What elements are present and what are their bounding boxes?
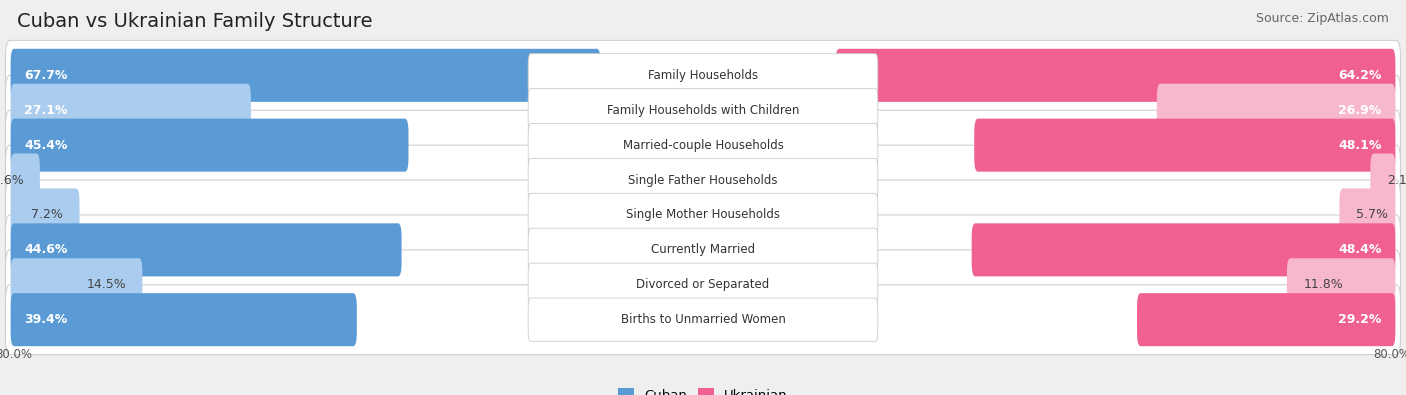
Text: Single Father Households: Single Father Households xyxy=(628,173,778,186)
Text: 44.6%: 44.6% xyxy=(24,243,67,256)
FancyBboxPatch shape xyxy=(6,40,1400,110)
Text: Married-couple Households: Married-couple Households xyxy=(623,139,783,152)
Text: 11.8%: 11.8% xyxy=(1303,278,1343,291)
FancyBboxPatch shape xyxy=(11,258,142,311)
Text: 14.5%: 14.5% xyxy=(86,278,127,291)
Text: 27.1%: 27.1% xyxy=(24,104,67,117)
Text: 29.2%: 29.2% xyxy=(1339,313,1382,326)
FancyBboxPatch shape xyxy=(1371,154,1395,207)
FancyBboxPatch shape xyxy=(529,124,877,167)
FancyBboxPatch shape xyxy=(11,223,402,276)
FancyBboxPatch shape xyxy=(529,298,877,341)
Text: 2.1%: 2.1% xyxy=(1386,173,1406,186)
FancyBboxPatch shape xyxy=(6,180,1400,250)
FancyBboxPatch shape xyxy=(529,158,877,202)
FancyBboxPatch shape xyxy=(6,215,1400,285)
Text: Source: ZipAtlas.com: Source: ZipAtlas.com xyxy=(1256,12,1389,25)
FancyBboxPatch shape xyxy=(6,285,1400,355)
Text: Family Households: Family Households xyxy=(648,69,758,82)
Text: 80.0%: 80.0% xyxy=(1374,348,1406,361)
Text: 26.9%: 26.9% xyxy=(1339,104,1382,117)
Text: 48.1%: 48.1% xyxy=(1339,139,1382,152)
FancyBboxPatch shape xyxy=(835,49,1395,102)
Text: 45.4%: 45.4% xyxy=(24,139,67,152)
Text: Cuban vs Ukrainian Family Structure: Cuban vs Ukrainian Family Structure xyxy=(17,12,373,31)
Text: 48.4%: 48.4% xyxy=(1339,243,1382,256)
FancyBboxPatch shape xyxy=(529,193,877,237)
Text: 2.6%: 2.6% xyxy=(0,173,24,186)
FancyBboxPatch shape xyxy=(1286,258,1395,311)
Text: 67.7%: 67.7% xyxy=(24,69,67,82)
FancyBboxPatch shape xyxy=(529,54,877,97)
FancyBboxPatch shape xyxy=(11,49,600,102)
FancyBboxPatch shape xyxy=(529,263,877,307)
Text: Family Households with Children: Family Households with Children xyxy=(607,104,799,117)
Legend: Cuban, Ukrainian: Cuban, Ukrainian xyxy=(613,383,793,395)
FancyBboxPatch shape xyxy=(11,154,39,207)
FancyBboxPatch shape xyxy=(529,88,877,132)
Text: Currently Married: Currently Married xyxy=(651,243,755,256)
Text: 5.7%: 5.7% xyxy=(1355,209,1388,222)
FancyBboxPatch shape xyxy=(11,188,80,241)
FancyBboxPatch shape xyxy=(11,84,250,137)
FancyBboxPatch shape xyxy=(972,223,1395,276)
FancyBboxPatch shape xyxy=(974,118,1395,172)
FancyBboxPatch shape xyxy=(6,110,1400,180)
FancyBboxPatch shape xyxy=(11,293,357,346)
Text: 80.0%: 80.0% xyxy=(0,348,32,361)
FancyBboxPatch shape xyxy=(1137,293,1395,346)
FancyBboxPatch shape xyxy=(1340,188,1395,241)
FancyBboxPatch shape xyxy=(11,118,409,172)
FancyBboxPatch shape xyxy=(529,228,877,271)
Text: 64.2%: 64.2% xyxy=(1339,69,1382,82)
Text: Single Mother Households: Single Mother Households xyxy=(626,209,780,222)
Text: 39.4%: 39.4% xyxy=(24,313,67,326)
Text: 7.2%: 7.2% xyxy=(31,209,63,222)
Text: Divorced or Separated: Divorced or Separated xyxy=(637,278,769,291)
FancyBboxPatch shape xyxy=(1157,84,1395,137)
FancyBboxPatch shape xyxy=(6,145,1400,215)
Text: Births to Unmarried Women: Births to Unmarried Women xyxy=(620,313,786,326)
FancyBboxPatch shape xyxy=(6,250,1400,320)
FancyBboxPatch shape xyxy=(6,75,1400,145)
